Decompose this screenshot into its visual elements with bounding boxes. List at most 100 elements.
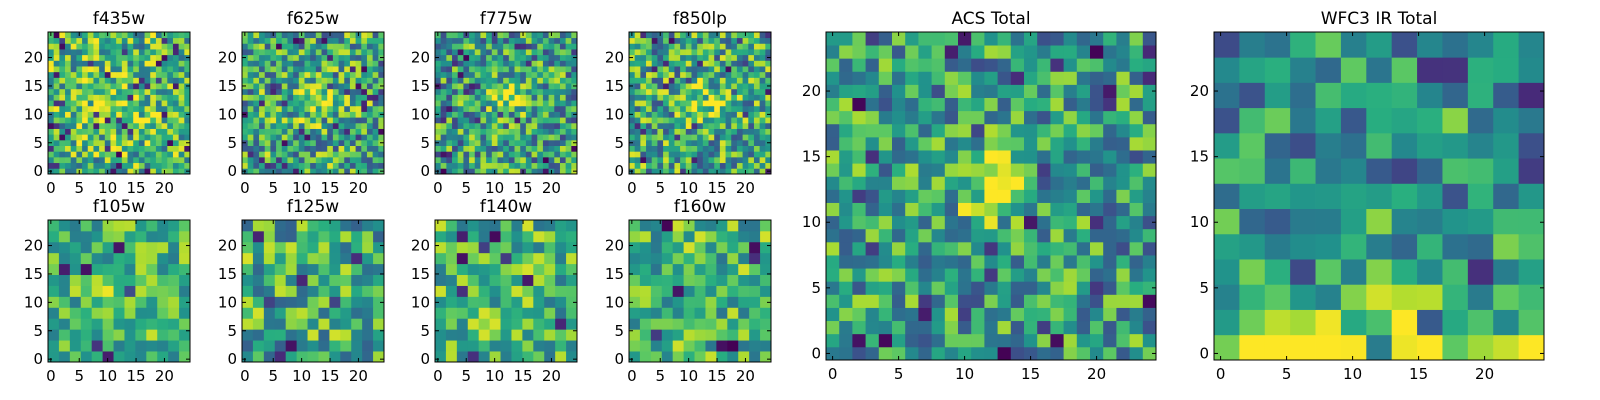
heatmap-cell [310,168,317,175]
heatmap-cell [252,252,265,265]
heatmap-cell [179,285,191,297]
heatmap-cell [565,60,572,67]
heatmap-cell [878,32,893,46]
heatmap-cell [753,168,761,175]
heatmap-cell [680,162,687,169]
heatmap-cell [1142,307,1157,322]
heatmap-cell [104,83,111,90]
heatmap-cell [456,351,469,363]
heatmap-cell [321,66,328,73]
heatmap-cell [1518,208,1545,235]
heatmap-cell [304,77,311,84]
heatmap-cell [668,60,675,67]
heatmap-cell [657,43,664,50]
heatmap-cell [456,220,469,232]
heatmap-cell [1010,202,1025,217]
heatmap-cells [629,220,772,363]
heatmap-cell [270,134,277,141]
heatmap-cell [87,100,94,107]
heatmap-cell [113,220,125,232]
heatmap-cell [110,37,117,44]
heatmap-cell [727,340,739,352]
x-tick-label: 10 [679,179,698,197]
heatmap-cell [668,145,675,152]
heatmap-cell [708,117,715,124]
heatmap-cell [59,54,66,61]
heatmap-cell [657,100,664,107]
heatmap-cell [452,100,459,107]
heatmap-cell [565,111,572,118]
heatmap-cell [984,71,998,85]
heatmap-cell [121,100,128,107]
heatmap-cell [355,111,362,118]
heatmap-cell [91,263,104,276]
heatmap-cell [1076,294,1091,308]
heatmap-cell [705,241,717,254]
x-tick-label: 0 [1216,365,1226,383]
heatmap-cell [53,134,60,141]
heatmap-cell [765,145,772,152]
heatmap-cell [826,150,840,164]
heatmap-cell [167,162,174,169]
heatmap-cell [525,128,532,135]
heatmap-cell [486,128,493,135]
heatmap-cell [697,60,704,67]
heatmap-cell [478,230,491,243]
heatmap-cell [304,66,311,73]
heatmap-cell [304,43,311,50]
heatmap-cell [344,122,351,129]
heatmap-cell [731,49,738,56]
heatmap-cell [281,94,288,101]
heatmap-cell [48,145,55,152]
heatmap-cell [555,285,567,297]
heatmap-cell [1024,45,1038,59]
heatmap-cell [1518,334,1545,361]
heatmap-cell [997,333,1012,348]
heatmap-cell [759,83,766,90]
heatmap-cell [736,122,743,129]
heatmap-cell [1142,241,1157,256]
heatmap-cell [281,122,288,129]
heatmap-cell [1024,255,1038,269]
heatmap-cell [102,340,114,352]
heatmap-cell [349,105,356,112]
heatmap-cell [905,281,919,295]
heatmap-cell [298,139,305,146]
heatmap-cell [435,145,442,152]
heatmap-cell [1417,309,1443,336]
heatmap-cells [242,220,385,363]
heatmap-cell [124,351,136,363]
heatmap-cell [491,111,498,118]
heatmap-cell [242,220,254,232]
heatmap-cell [121,66,128,73]
heatmap-cell [544,307,556,319]
heatmap-cell [1063,32,1078,46]
heatmap-cell [727,307,739,319]
heatmap-cell [285,318,298,330]
heatmap-cell [542,139,549,146]
heatmap-cell [629,88,636,95]
heatmap-cell [263,307,276,319]
heatmap-cell [531,139,538,146]
heatmap-cell [304,105,311,112]
heatmap-cell [892,215,906,230]
heatmap-cell [865,202,880,217]
heatmap-cell [697,134,704,141]
heatmap-cell [276,66,283,73]
heatmap-cell [738,318,750,330]
heatmap-cell [639,241,652,254]
heatmap-cell [327,100,334,107]
y-tick-label: 15 [1190,148,1209,166]
heatmap-cell [634,122,641,129]
heatmap-cell [984,320,998,335]
heatmap-cell [242,94,249,101]
heatmap-cell [253,117,260,124]
heatmap-cell [685,100,692,107]
heatmap-cell [121,111,128,118]
heatmap-cell [318,220,330,232]
heatmap-cell [650,220,663,232]
heatmap-cell [82,145,89,152]
heatmap-cell [663,134,670,141]
heatmap-cell [714,162,721,169]
heatmap-cell [668,117,675,124]
